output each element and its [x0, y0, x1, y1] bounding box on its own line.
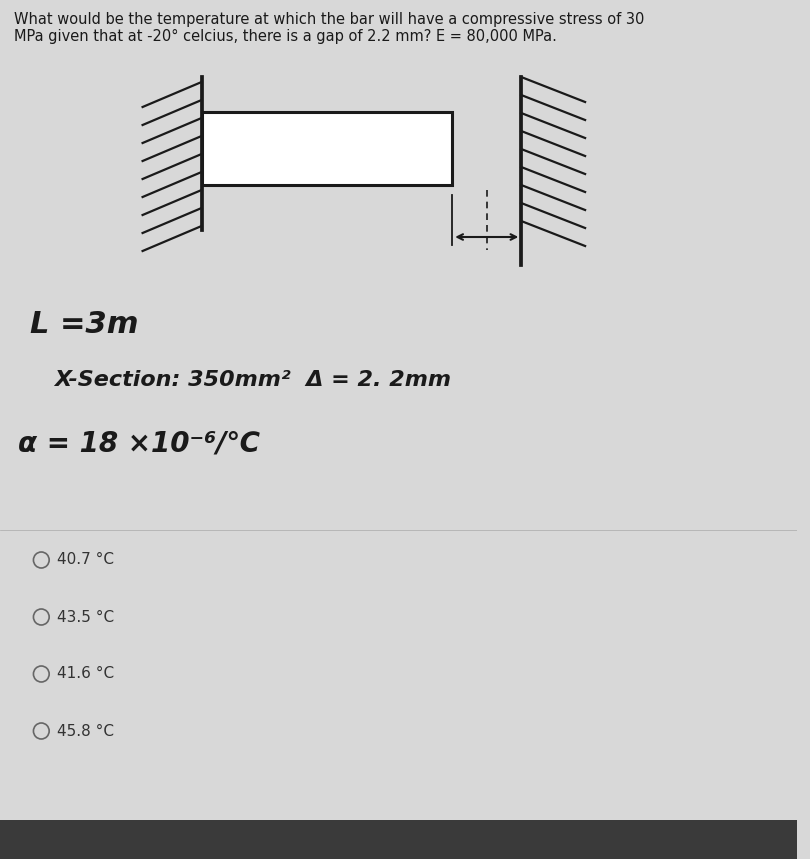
- Text: L =3m: L =3m: [29, 310, 138, 339]
- Text: 41.6 °C: 41.6 °C: [57, 667, 114, 681]
- Text: What would be the temperature at which the bar will have a compressive stress of: What would be the temperature at which t…: [14, 12, 644, 45]
- Text: X-Section: 350mm²  Δ = 2. 2mm: X-Section: 350mm² Δ = 2. 2mm: [54, 370, 451, 390]
- Text: 43.5 °C: 43.5 °C: [57, 610, 114, 624]
- Text: 40.7 °C: 40.7 °C: [57, 552, 114, 568]
- Bar: [0, 820, 796, 859]
- Text: α = 18 ×10⁻⁶/℃: α = 18 ×10⁻⁶/℃: [18, 430, 260, 458]
- Text: 45.8 °C: 45.8 °C: [57, 723, 114, 739]
- Bar: [202, 112, 452, 185]
